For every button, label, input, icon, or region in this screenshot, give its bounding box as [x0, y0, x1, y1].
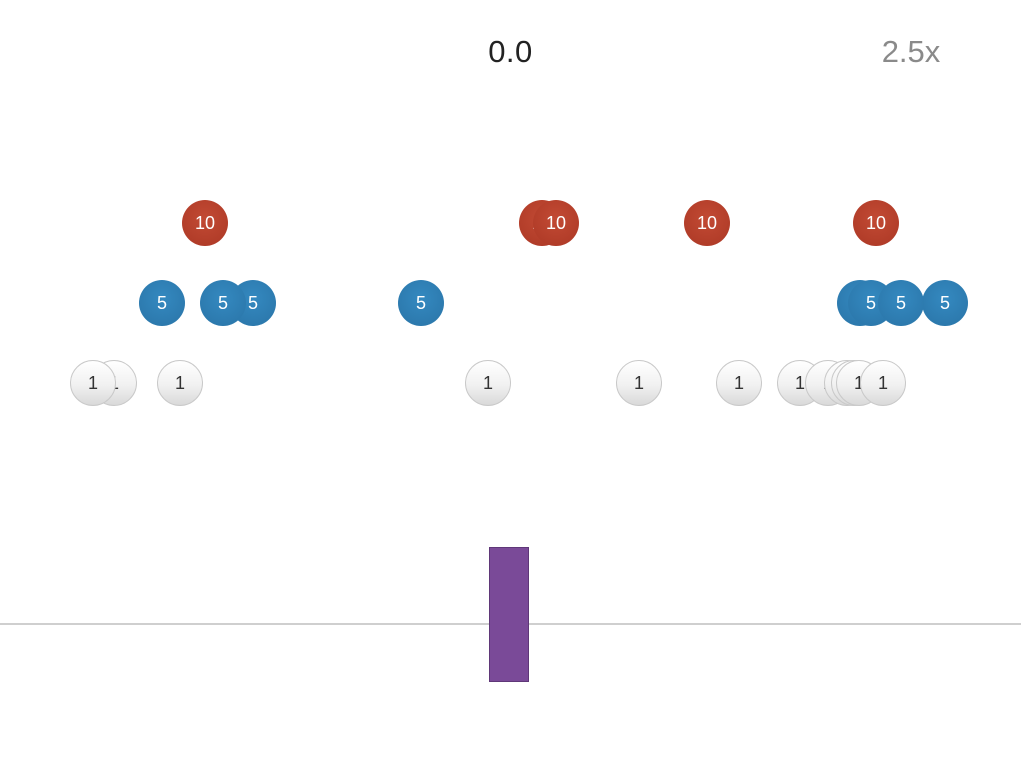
coin-1[interactable]: 1	[70, 360, 116, 406]
coin-5[interactable]: 5	[200, 280, 246, 326]
score-display: 0.0	[488, 34, 533, 69]
coin-5[interactable]: 5	[922, 280, 968, 326]
coin-1[interactable]: 1	[157, 360, 203, 406]
multiplier-display: 2.5x	[881, 34, 941, 69]
coin-5[interactable]: 5	[139, 280, 185, 326]
player-paddle[interactable]	[489, 547, 529, 682]
coin-1[interactable]: 1	[465, 360, 511, 406]
coin-10[interactable]: 10	[533, 200, 579, 246]
coin-5[interactable]: 5	[398, 280, 444, 326]
coin-10[interactable]: 10	[182, 200, 228, 246]
coin-10[interactable]: 10	[853, 200, 899, 246]
coin-10[interactable]: 10	[684, 200, 730, 246]
coin-1[interactable]: 1	[616, 360, 662, 406]
coin-5[interactable]: 5	[878, 280, 924, 326]
coin-1[interactable]: 1	[716, 360, 762, 406]
coin-1[interactable]: 1	[860, 360, 906, 406]
